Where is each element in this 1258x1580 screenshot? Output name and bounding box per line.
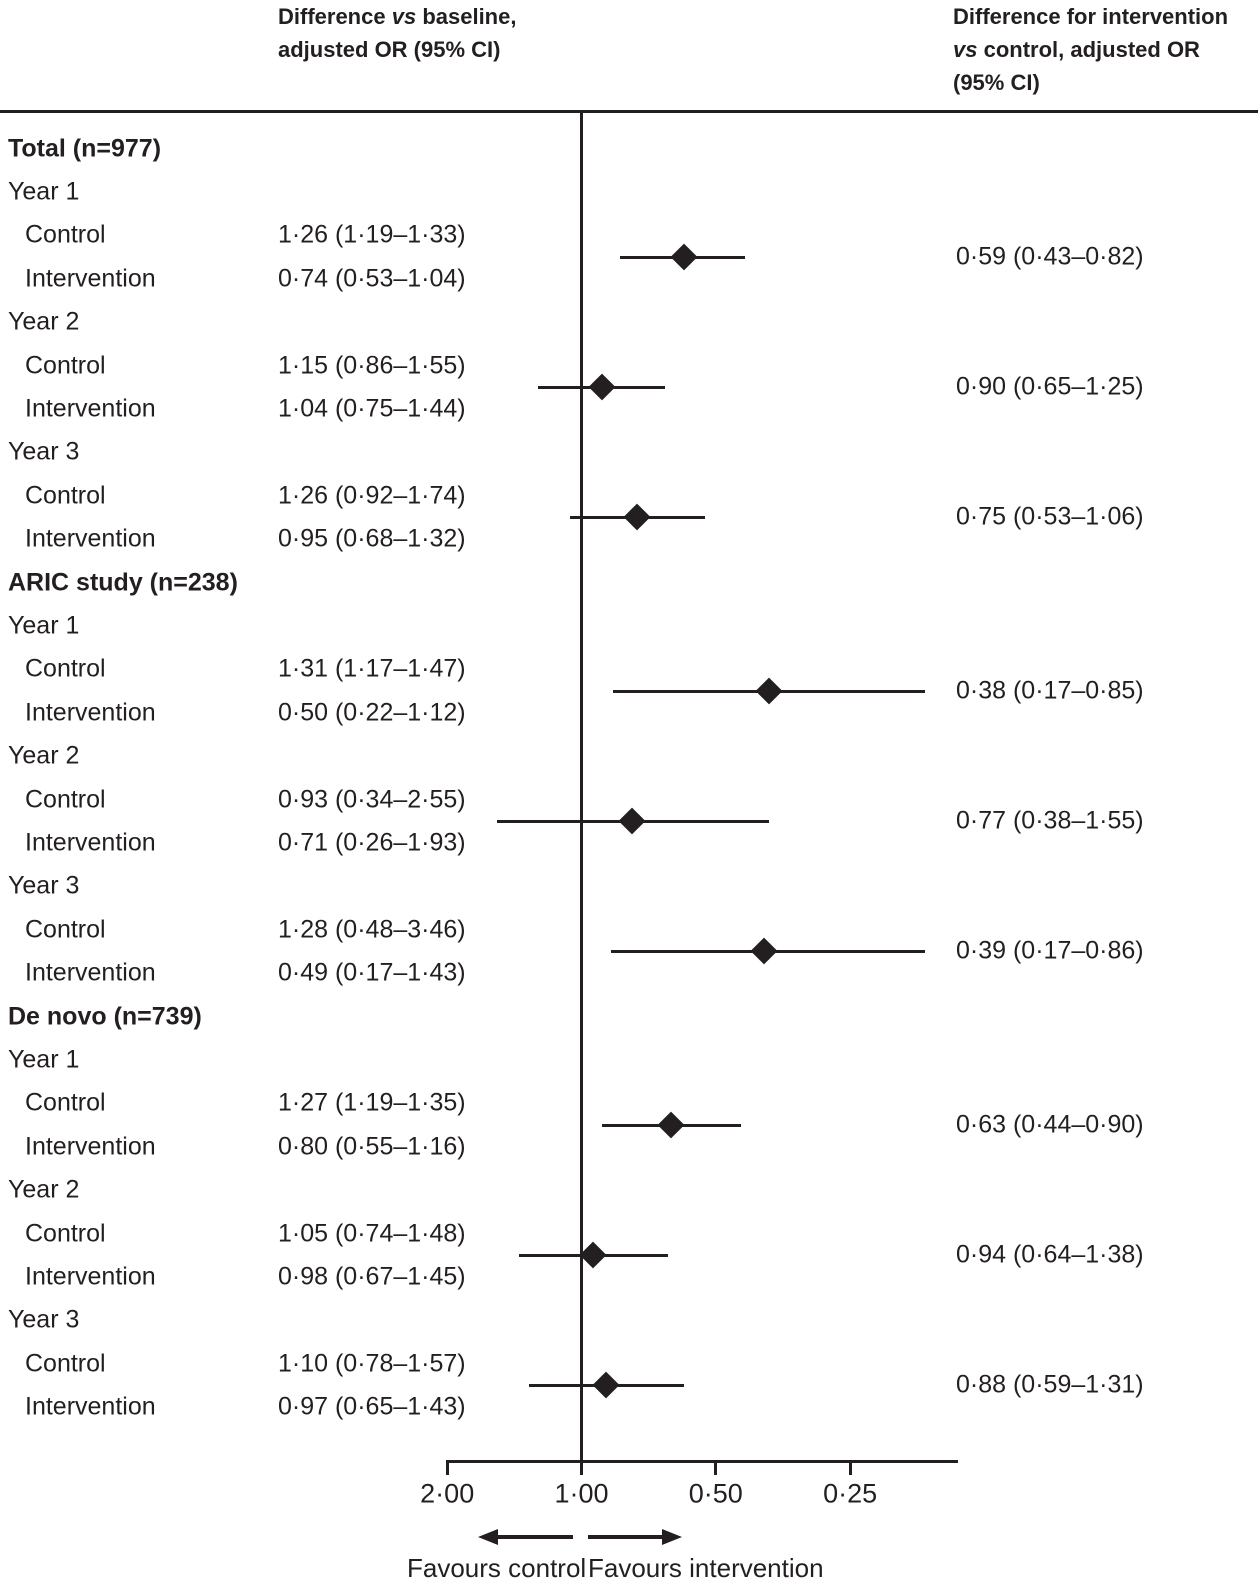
arm-or-value: 1·27 (1·19–1·35) — [278, 1088, 466, 1117]
or-diamond — [750, 937, 778, 965]
axis-tick-label: 0·50 — [688, 1478, 743, 1509]
arm-label: Intervention — [25, 698, 156, 727]
axis-tick-label: 2·00 — [420, 1478, 475, 1509]
arm-or-value: 1·05 (0·74–1·48) — [278, 1219, 466, 1247]
diff-or-value: 0·77 (0·38–1·55) — [956, 806, 1144, 835]
arm-or-value: 1·31 (1·17–1·47) — [278, 654, 466, 683]
arm-label: Intervention — [25, 524, 156, 553]
year-label: Year 3 — [8, 871, 80, 900]
group-label: Total (n=977) — [8, 134, 162, 162]
group-label: De novo (n=739) — [8, 1002, 202, 1030]
arm-label: Intervention — [25, 264, 156, 293]
axis-tick — [445, 1460, 449, 1475]
arm-label: Control — [25, 220, 106, 249]
column-header-difference-intervention-vs-control: Difference for intervention vs control, … — [953, 0, 1228, 99]
arm-or-value: 1·26 (0·92–1·74) — [278, 481, 466, 510]
year-label: Year 2 — [8, 307, 80, 336]
arm-or-value: 0·95 (0·68–1·32) — [278, 524, 466, 553]
diff-or-value: 0·90 (0·65–1·25) — [956, 372, 1144, 401]
year-label: Year 1 — [8, 611, 80, 640]
arm-label: Control — [25, 915, 106, 944]
arm-label: Intervention — [25, 1392, 156, 1421]
arm-label: Control — [25, 1219, 106, 1247]
arm-or-value: 0·50 (0·22–1·12) — [278, 698, 466, 727]
favours-intervention-label: Favours intervention — [588, 1553, 824, 1580]
arm-or-value: 0·98 (0·67–1·45) — [278, 1262, 466, 1291]
diff-or-value: 0·39 (0·17–0·86) — [956, 936, 1144, 965]
axis-tick-label: 1·00 — [554, 1478, 609, 1509]
header-text: control, adjusted OR — [977, 37, 1200, 62]
arm-or-value: 1·15 (0·86–1·55) — [278, 351, 466, 379]
arm-or-value: 0·71 (0·26–1·93) — [278, 828, 466, 857]
arm-or-value: 1·04 (0·75–1·44) — [278, 394, 466, 423]
diff-or-value: 0·59 (0·43–0·82) — [956, 242, 1144, 271]
header-divider-rule — [0, 110, 1258, 113]
vs-italic: vs — [391, 4, 417, 29]
year-label: Year 3 — [8, 1305, 80, 1334]
arm-label: Control — [25, 1349, 106, 1378]
arm-or-value: 1·28 (0·48–3·46) — [278, 915, 466, 944]
arm-or-value: 1·26 (1·19–1·33) — [278, 220, 466, 249]
axis-tick — [580, 1460, 583, 1475]
year-label: Year 2 — [8, 1175, 80, 1204]
x-axis-line — [446, 1460, 958, 1463]
group-label: ARIC study (n=238) — [8, 568, 238, 596]
arm-label: Control — [25, 481, 106, 510]
favours-control-label: Favours control — [407, 1553, 587, 1580]
year-label: Year 3 — [8, 437, 80, 466]
or-diamond — [670, 243, 698, 271]
arm-label: Intervention — [25, 958, 156, 987]
diff-or-value: 0·63 (0·44–0·90) — [956, 1110, 1144, 1139]
arm-or-value: 0·80 (0·55–1·16) — [278, 1132, 466, 1161]
column-header-difference-vs-baseline: Difference vs baseline, adjusted OR (95%… — [278, 0, 516, 66]
favours-control-arrow-shaft — [494, 1535, 573, 1539]
axis-tick-label: 0·25 — [823, 1478, 878, 1509]
header-text: (95% CI) — [953, 70, 1040, 95]
or-diamond — [657, 1111, 685, 1139]
year-label: Year 1 — [8, 1045, 80, 1074]
arm-or-value: 0·49 (0·17–1·43) — [278, 958, 466, 987]
arm-label: Intervention — [25, 1262, 156, 1291]
axis-tick — [714, 1460, 718, 1475]
vs-italic: vs — [953, 37, 978, 62]
or-diamond — [580, 1241, 607, 1269]
favours-intervention-arrowhead-icon — [662, 1529, 682, 1545]
axis-tick — [848, 1460, 852, 1475]
header-text: adjusted OR (95% CI) — [278, 37, 501, 62]
favours-intervention-arrow-shaft — [588, 1535, 664, 1539]
year-label: Year 2 — [8, 741, 80, 770]
arm-label: Control — [25, 654, 106, 683]
diff-or-value: 0·88 (0·59–1·31) — [956, 1370, 1144, 1399]
arm-label: Control — [25, 785, 106, 813]
diff-or-value: 0·94 (0·64–1·38) — [956, 1240, 1144, 1269]
diff-or-value: 0·38 (0·17–0·85) — [956, 676, 1144, 705]
or-diamond — [592, 1371, 620, 1399]
or-diamond — [588, 373, 616, 401]
arm-label: Intervention — [25, 394, 156, 423]
arm-label: Control — [25, 1088, 106, 1117]
arm-or-value: 0·93 (0·34–2·55) — [278, 785, 466, 813]
year-label: Year 1 — [8, 177, 80, 206]
arm-label: Intervention — [25, 828, 156, 857]
header-text: Difference — [278, 4, 392, 29]
header-text: baseline, — [416, 4, 517, 29]
favours-control-arrowhead-icon — [478, 1529, 498, 1545]
or-diamond — [623, 503, 651, 531]
arm-or-value: 1·10 (0·78–1·57) — [278, 1349, 466, 1378]
arm-label: Control — [25, 351, 106, 379]
or-diamond — [755, 677, 783, 705]
arm-or-value: 0·97 (0·65–1·43) — [278, 1392, 466, 1421]
header-text: Difference for intervention — [953, 4, 1229, 29]
or-diamond — [618, 807, 646, 835]
arm-label: Intervention — [25, 1132, 156, 1161]
diff-or-value: 0·75 (0·53–1·06) — [956, 502, 1144, 531]
arm-or-value: 0·74 (0·53–1·04) — [278, 264, 466, 293]
or-reference-line — [580, 112, 583, 1474]
